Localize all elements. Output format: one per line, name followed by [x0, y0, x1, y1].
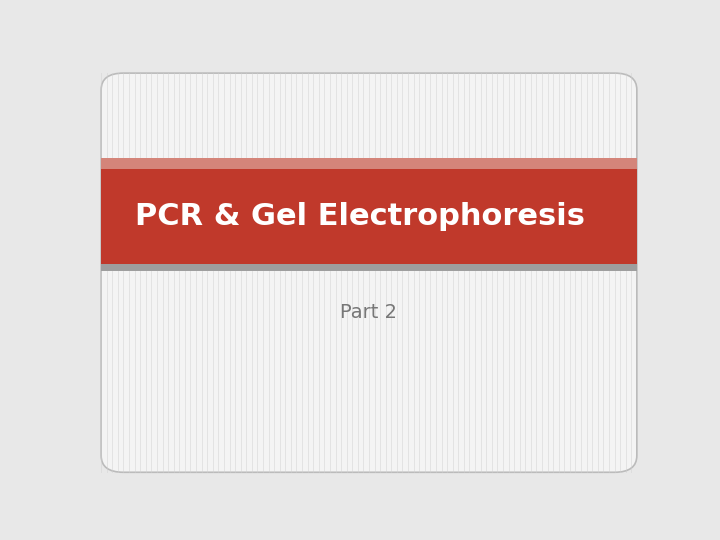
Text: PCR & Gel Electrophoresis: PCR & Gel Electrophoresis	[135, 202, 585, 231]
Bar	[101, 158, 636, 168]
Bar	[101, 265, 636, 271]
Bar	[101, 168, 636, 265]
FancyBboxPatch shape	[101, 73, 637, 472]
Text: Part 2: Part 2	[341, 303, 397, 322]
